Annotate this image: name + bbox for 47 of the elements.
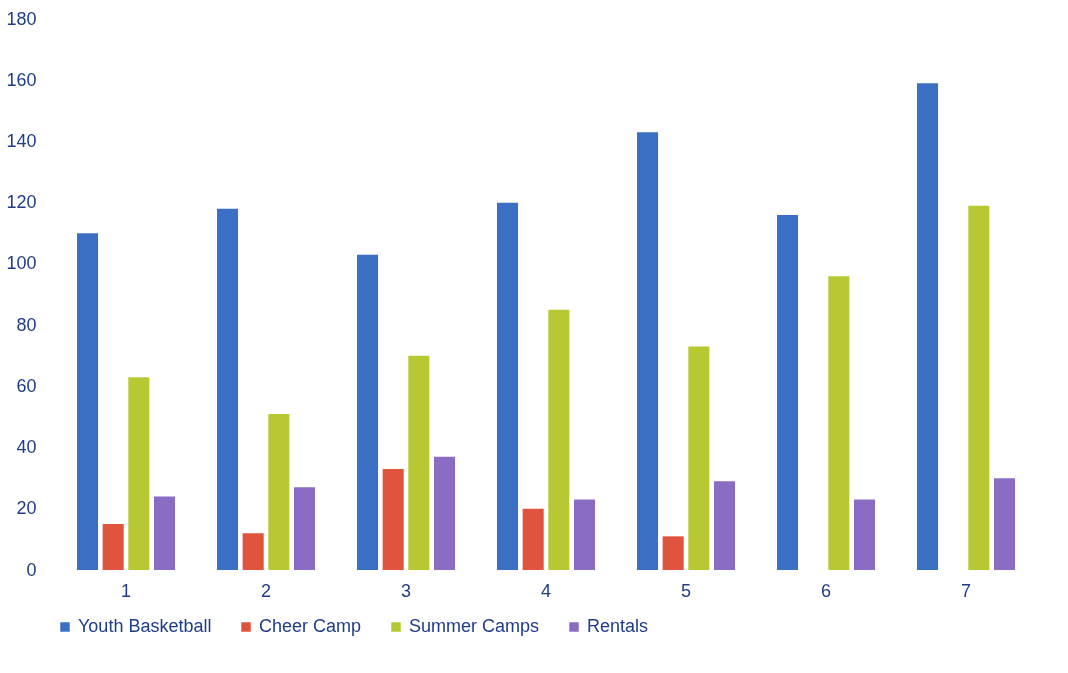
bar xyxy=(828,276,850,570)
x-tick-label: 6 xyxy=(820,580,832,601)
x-tick-label: 1 xyxy=(120,580,132,601)
bar xyxy=(153,496,175,570)
bar xyxy=(713,481,735,570)
bar xyxy=(128,377,150,570)
bar xyxy=(77,233,99,570)
bar xyxy=(433,456,455,570)
y-tick-label: 60 xyxy=(16,375,37,396)
bar xyxy=(293,487,315,570)
legend-label: Summer Camps xyxy=(409,616,540,636)
bar xyxy=(217,208,239,570)
bar xyxy=(777,214,799,570)
bar xyxy=(242,533,264,570)
legend-label: Cheer Camp xyxy=(259,616,362,636)
bar xyxy=(637,132,659,570)
bar xyxy=(917,83,939,570)
y-tick-label: 0 xyxy=(26,559,37,580)
y-tick-label: 140 xyxy=(6,130,37,151)
bar xyxy=(357,254,379,570)
x-tick-label: 5 xyxy=(680,580,692,601)
y-tick-label: 160 xyxy=(6,69,37,90)
x-tick-label: 2 xyxy=(260,580,272,601)
bar xyxy=(382,468,404,570)
bar xyxy=(102,524,124,570)
legend-label: Rentals xyxy=(587,616,649,636)
x-tick-label: 3 xyxy=(400,580,412,601)
bar xyxy=(662,536,684,570)
legend-label: Youth Basketball xyxy=(78,616,212,636)
bar xyxy=(522,508,544,570)
bar xyxy=(853,499,875,570)
x-tick-label: 7 xyxy=(960,580,972,601)
bar xyxy=(993,478,1015,570)
bar xyxy=(688,346,710,570)
bar xyxy=(548,309,570,570)
y-tick-label: 120 xyxy=(6,192,37,213)
bar xyxy=(497,202,519,570)
y-tick-label: 100 xyxy=(6,253,37,274)
x-tick-label: 4 xyxy=(540,580,552,601)
bar xyxy=(408,355,430,570)
bar xyxy=(573,499,595,570)
y-tick-label: 80 xyxy=(16,314,37,335)
y-tick-label: 180 xyxy=(6,8,37,29)
bar xyxy=(268,413,290,570)
y-tick-label: 20 xyxy=(16,498,37,519)
bar xyxy=(968,205,990,570)
y-tick-label: 40 xyxy=(16,437,37,458)
